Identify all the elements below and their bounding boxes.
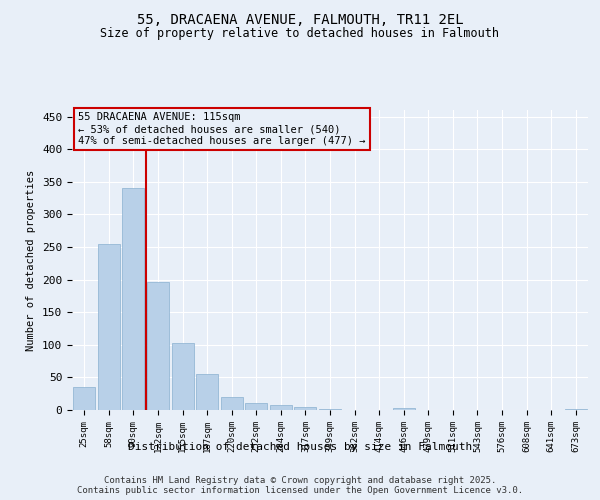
Bar: [122, 188, 145, 410]
Bar: [295, 406, 316, 410]
Bar: [98, 244, 120, 410]
Text: 55, DRACAENA AVENUE, FALMOUTH, TR11 2EL: 55, DRACAENA AVENUE, FALMOUTH, TR11 2EL: [137, 12, 463, 26]
Bar: [221, 397, 243, 410]
Text: Contains HM Land Registry data © Crown copyright and database right 2025.
Contai: Contains HM Land Registry data © Crown c…: [77, 476, 523, 495]
Bar: [392, 408, 415, 410]
Bar: [270, 406, 292, 410]
Y-axis label: Number of detached properties: Number of detached properties: [26, 170, 37, 350]
Text: 55 DRACAENA AVENUE: 115sqm
← 53% of detached houses are smaller (540)
47% of sem: 55 DRACAENA AVENUE: 115sqm ← 53% of deta…: [78, 112, 365, 146]
Bar: [172, 343, 194, 410]
Bar: [73, 387, 95, 410]
Text: Size of property relative to detached houses in Falmouth: Size of property relative to detached ho…: [101, 28, 499, 40]
Bar: [245, 403, 268, 410]
Bar: [147, 282, 169, 410]
Bar: [319, 408, 341, 410]
Text: Distribution of detached houses by size in Falmouth: Distribution of detached houses by size …: [128, 442, 472, 452]
Bar: [196, 374, 218, 410]
Bar: [565, 408, 587, 410]
